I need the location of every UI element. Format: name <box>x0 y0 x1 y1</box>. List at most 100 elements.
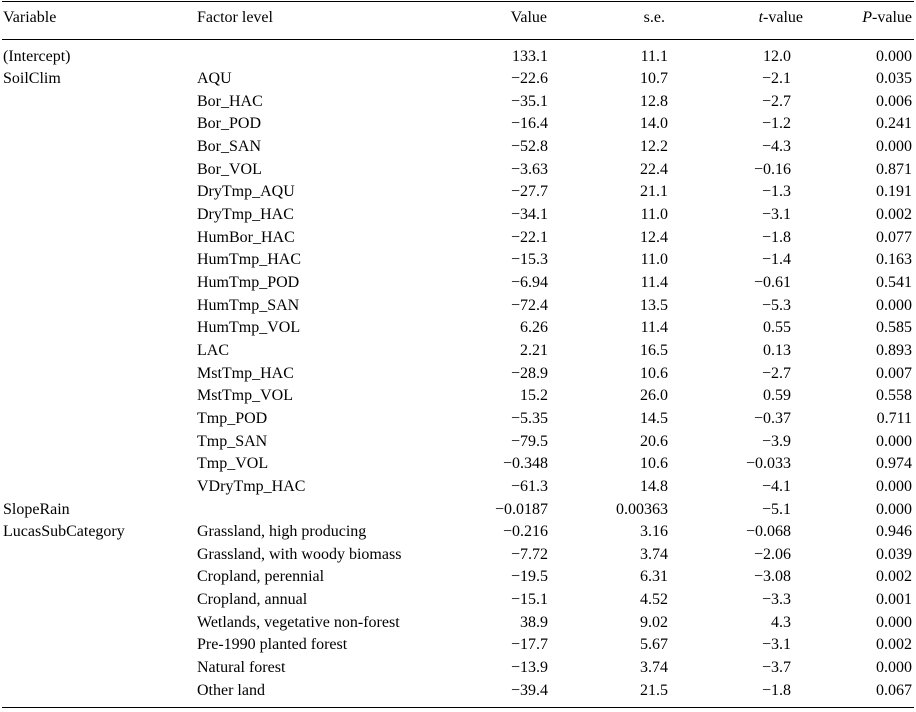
cell-p-value: 0.000 <box>876 500 912 518</box>
table-row: Grassland, with woody biomass −7.72 3.74 −2… <box>0 544 916 567</box>
cell-t-value: −1.8 <box>761 228 791 246</box>
cell-value: −52.8 <box>510 138 548 156</box>
header-t-italic: t <box>758 9 764 26</box>
cell-value: −6.94 <box>510 274 548 291</box>
cell-se: 3.74 <box>640 545 668 563</box>
table-row: Other land −39.4 21.5 −1.8 0.067 <box>0 680 916 703</box>
cell-value: −13.9 <box>510 659 548 677</box>
cell-p-value: 0.585 <box>876 319 912 337</box>
cell-factor-level: HumTmp_POD <box>197 274 300 291</box>
header-p-value: P-value <box>862 7 912 30</box>
cell-t-value: 0.13 <box>763 341 791 359</box>
cell-factor-level: MstTmp_VOL <box>197 387 293 405</box>
cell-se: 21.5 <box>640 681 668 699</box>
table-row: DryTmp_HAC −34.1 11.0 −3.1 0.002 <box>0 204 916 227</box>
cell-se: 5.67 <box>640 636 668 654</box>
cell-t-value: 0.59 <box>763 387 791 405</box>
cell-t-value: −1.8 <box>761 681 791 699</box>
cell-value: −5.35 <box>510 409 548 427</box>
cell-factor-level: Other land <box>197 681 265 699</box>
cell-p-value: 0.000 <box>876 138 912 156</box>
cell-t-value: −1.4 <box>761 251 791 269</box>
header-t-rest: -value <box>763 9 803 26</box>
cell-p-value: 0.067 <box>876 681 912 699</box>
cell-t-value: −1.3 <box>761 183 791 201</box>
cell-p-value: 0.000 <box>876 477 912 495</box>
cell-value: −35.1 <box>510 92 548 110</box>
cell-se: 3.74 <box>640 659 668 677</box>
cell-value: 2.21 <box>520 341 548 359</box>
cell-se: 3.16 <box>640 523 668 541</box>
cell-t-value: −5.3 <box>761 296 791 314</box>
cell-factor-level: HumTmp_SAN <box>197 296 300 314</box>
table-row: Natural forest −13.9 3.74 −3.7 0.000 <box>0 657 916 680</box>
cell-factor-level: MstTmp_HAC <box>197 364 294 382</box>
cell-t-value: −4.1 <box>761 477 791 495</box>
cell-se: 11.4 <box>640 274 668 291</box>
cell-se: 20.6 <box>640 432 668 450</box>
table-row: HumTmp_SAN −72.4 13.5 −5.3 0.000 <box>0 295 916 318</box>
header-p-italic: P <box>862 9 873 26</box>
table-row: SlopeRain −0.0187 0.00363 −5.1 0.000 <box>0 499 916 522</box>
cell-se: 6.31 <box>640 568 668 586</box>
cell-factor-level: VDryTmp_HAC <box>197 477 306 495</box>
cell-factor-level: HumTmp_HAC <box>197 251 301 269</box>
header-variable: Variable <box>3 9 57 26</box>
cell-t-value: −2.1 <box>761 70 791 88</box>
cell-variable: SlopeRain <box>3 500 70 518</box>
header-rule <box>2 39 914 40</box>
cell-value: 6.26 <box>520 319 548 337</box>
table-row: MstTmp_HAC −28.9 10.6 −2.7 0.007 <box>0 363 916 386</box>
cell-t-value: −1.2 <box>761 115 791 133</box>
table-row: Bor_VOL −3.63 22.4 −0.16 0.871 <box>0 159 916 182</box>
cell-t-value: −2.06 <box>753 545 791 563</box>
cell-p-value: 0.871 <box>876 160 912 178</box>
header-se: s.e. <box>643 9 665 26</box>
cell-se: 21.1 <box>640 183 668 201</box>
cell-factor-level: Tmp_POD <box>197 409 268 427</box>
header-p-rest: -value <box>872 9 912 26</box>
cell-factor-level: DryTmp_HAC <box>197 206 294 224</box>
table-row: Pre-1990 planted forest −17.7 5.67 −3.1 0.00… <box>0 634 916 657</box>
cell-value: −3.63 <box>510 160 548 178</box>
cell-factor-level: Bor_POD <box>197 115 262 133</box>
cell-se: 11.0 <box>640 251 668 269</box>
table-row: Tmp_VOL −0.348 10.6 −0.033 0.974 <box>0 453 916 476</box>
cell-se: 10.7 <box>640 70 668 88</box>
table-row: HumTmp_POD −6.94 11.4 −0.61 0.541 <box>0 272 916 295</box>
cell-value: −0.348 <box>502 455 548 473</box>
table-row: Cropland, annual −15.1 4.52 −3.3 0.001 <box>0 589 916 612</box>
cell-t-value: −0.033 <box>745 455 791 473</box>
cell-p-value: 0.000 <box>876 659 912 677</box>
cell-p-value: 0.077 <box>876 228 912 246</box>
cell-factor-level: Cropland, annual <box>197 591 308 609</box>
cell-t-value: −5.1 <box>761 500 791 518</box>
cell-variable: SoilClim <box>3 70 61 88</box>
table-row: LucasSubCategory Grassland, high producin… <box>0 521 916 544</box>
cell-p-value: 0.035 <box>876 70 912 88</box>
cell-se: 0.00363 <box>616 500 668 518</box>
cell-p-value: 0.000 <box>876 432 912 450</box>
cell-p-value: 0.946 <box>876 523 912 541</box>
cell-t-value: −4.3 <box>761 138 791 156</box>
header-factor-level: Factor level <box>197 9 273 26</box>
cell-se: 12.2 <box>640 138 668 156</box>
cell-factor-level: Tmp_SAN <box>197 432 268 450</box>
table-row: (Intercept) 133.1 11.1 12.0 0.000 <box>0 46 916 69</box>
table-row: Cropland, perennial −19.5 6.31 −3.08 0.002 <box>0 566 916 589</box>
cell-se: 11.0 <box>640 206 668 224</box>
cell-t-value: −3.9 <box>761 432 791 450</box>
cell-p-value: 0.000 <box>876 47 912 65</box>
cell-value: −16.4 <box>510 115 548 133</box>
table-row: Tmp_SAN −79.5 20.6 −3.9 0.000 <box>0 431 916 454</box>
cell-t-value: −0.068 <box>745 523 791 541</box>
table-row: Wetlands, vegetative non-forest 38.9 9.02 4… <box>0 612 916 635</box>
cell-t-value: −0.37 <box>753 409 791 427</box>
cell-t-value: −3.08 <box>753 568 791 586</box>
cell-value: 38.9 <box>520 613 548 631</box>
cell-factor-level: HumBor_HAC <box>197 228 295 246</box>
cell-value: −0.0187 <box>494 500 548 518</box>
cell-value: −15.1 <box>510 591 548 609</box>
cell-t-value: −3.1 <box>761 206 791 224</box>
